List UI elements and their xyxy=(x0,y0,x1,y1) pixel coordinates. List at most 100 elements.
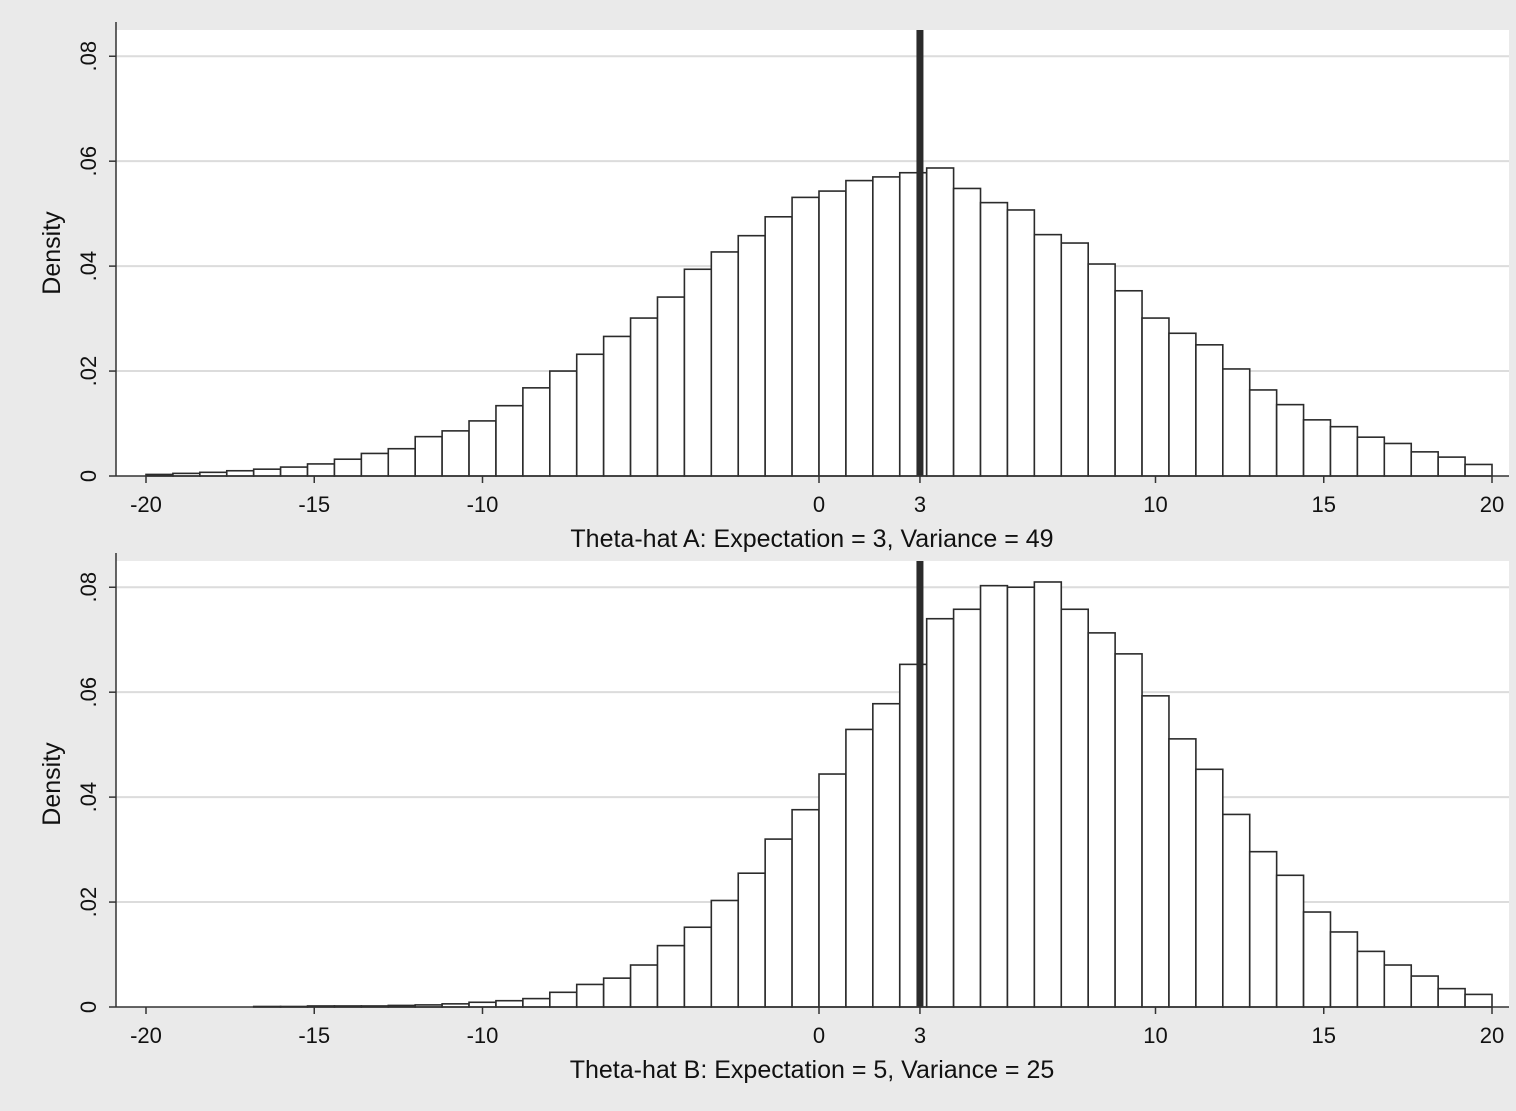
histogram-bar xyxy=(684,269,711,476)
histogram-panel-a: 0.02.04.06.08 -20 -15 -10 0 3 10 15 20 Density … xyxy=(38,22,1509,553)
histogram-bar xyxy=(1384,443,1411,476)
histogram-bar xyxy=(1411,976,1438,1007)
x-tick-label: 0 xyxy=(813,1023,825,1048)
histogram-bar xyxy=(738,236,765,476)
histogram-bar xyxy=(550,992,577,1007)
histogram-bar xyxy=(1357,951,1384,1007)
y-tick-label: .04 xyxy=(76,782,101,813)
x-tick-label: -15 xyxy=(298,492,330,517)
histogram-bar xyxy=(954,188,981,476)
histogram-bar xyxy=(496,406,523,476)
x-tick-label: 10 xyxy=(1143,1023,1167,1048)
histogram-bar xyxy=(1115,654,1142,1007)
histogram-bar xyxy=(227,471,254,476)
histogram-bar xyxy=(1223,814,1250,1007)
histogram-bar xyxy=(846,729,873,1007)
histogram-bar xyxy=(1438,989,1465,1007)
histogram-bar xyxy=(1277,875,1304,1007)
y-tick-label: .08 xyxy=(76,572,101,603)
histogram-bar xyxy=(1196,769,1223,1007)
histogram-bar xyxy=(1007,210,1034,476)
x-tick-label: 15 xyxy=(1312,1023,1336,1048)
histogram-bar xyxy=(550,371,577,476)
histogram-bar xyxy=(361,453,388,476)
x-tick-label: -10 xyxy=(467,492,499,517)
histogram-bar xyxy=(1465,464,1492,476)
histogram-bar xyxy=(684,927,711,1007)
histogram-bar xyxy=(954,609,981,1007)
histogram-bar xyxy=(1330,932,1357,1007)
histogram-bar xyxy=(927,168,954,476)
y-tick-label: .02 xyxy=(76,887,101,918)
histogram-bar xyxy=(1223,369,1250,476)
histogram-bar xyxy=(711,900,738,1007)
histogram-bar xyxy=(1007,587,1034,1007)
histogram-bar xyxy=(308,464,335,476)
histogram-bar xyxy=(1088,264,1115,476)
histogram-bar xyxy=(1088,633,1115,1007)
histogram-bar xyxy=(819,191,846,476)
y-tick-label: 0 xyxy=(76,1001,101,1013)
x-tick-label: -15 xyxy=(298,1023,330,1048)
x-tick-label: 0 xyxy=(813,492,825,517)
histogram-bar xyxy=(873,177,900,476)
histogram-bar xyxy=(1277,405,1304,476)
x-tick-label: 15 xyxy=(1312,492,1336,517)
histogram-bar xyxy=(765,839,792,1007)
histogram-bar xyxy=(631,318,658,476)
histogram-bar xyxy=(1304,420,1331,476)
histogram-bar xyxy=(1411,452,1438,476)
histogram-bar xyxy=(1250,390,1277,476)
histogram-bar xyxy=(334,459,361,476)
x-tick-label: 10 xyxy=(1143,492,1167,517)
histogram-bar xyxy=(1061,243,1088,476)
histogram-bar xyxy=(792,810,819,1007)
histogram-bar xyxy=(711,252,738,476)
histogram-bar xyxy=(577,984,604,1007)
y-tick-label: .04 xyxy=(76,251,101,282)
x-tick-label: 20 xyxy=(1480,1023,1504,1048)
histogram-bar xyxy=(873,704,900,1007)
histogram-bar xyxy=(1115,291,1142,476)
y-tick-label: .02 xyxy=(76,356,101,387)
y-tick-label: .06 xyxy=(76,677,101,708)
histogram-bar xyxy=(442,431,469,476)
histogram-bar xyxy=(1169,739,1196,1007)
x-tick-label: -20 xyxy=(130,1023,162,1048)
histogram-bar xyxy=(1169,333,1196,476)
x-tick-label: 3 xyxy=(914,492,926,517)
histogram-bar xyxy=(523,999,550,1007)
histogram-bar xyxy=(1061,609,1088,1007)
histogram-bar xyxy=(1438,457,1465,476)
x-tick-labels-b: -20 -15 -10 0 3 10 15 20 xyxy=(130,1007,1504,1048)
y-axis-title-b: Density xyxy=(38,742,66,826)
histogram-bar xyxy=(1465,994,1492,1007)
histogram-bar xyxy=(846,181,873,476)
histogram-bar xyxy=(1196,345,1223,476)
histogram-bar xyxy=(577,354,604,476)
histogram-bar xyxy=(981,203,1008,476)
histogram-bar xyxy=(927,619,954,1007)
x-tick-label: -10 xyxy=(467,1023,499,1048)
y-tick-label: 0 xyxy=(76,470,101,482)
x-tick-label: -20 xyxy=(130,492,162,517)
histogram-bar xyxy=(738,873,765,1007)
histogram-bar xyxy=(657,946,684,1007)
histogram-bar xyxy=(1304,912,1331,1007)
y-axis-title-a: Density xyxy=(38,211,66,295)
histogram-bar xyxy=(388,449,415,476)
x-axis-title-a: Theta-hat A: Expectation = 3, Variance =… xyxy=(570,525,1053,553)
histogram-bar xyxy=(765,217,792,476)
histogram-bar xyxy=(792,197,819,476)
histogram-bar xyxy=(523,388,550,476)
histogram-bar xyxy=(631,965,658,1007)
histogram-bar xyxy=(496,1001,523,1007)
histogram-bar xyxy=(254,469,281,476)
histogram-bar xyxy=(981,586,1008,1007)
histogram-panel-b: 0.02.04.06.08 -20 -15 -10 0 3 10 15 20 Density … xyxy=(38,553,1509,1084)
y-tick-labels-a: 0 .02 .04 .06 .08 xyxy=(76,41,116,482)
x-axis-title-b: Theta-hat B: Expectation = 5, Variance =… xyxy=(570,1056,1055,1084)
histogram-bar xyxy=(1357,437,1384,476)
histogram-bar xyxy=(469,421,496,476)
